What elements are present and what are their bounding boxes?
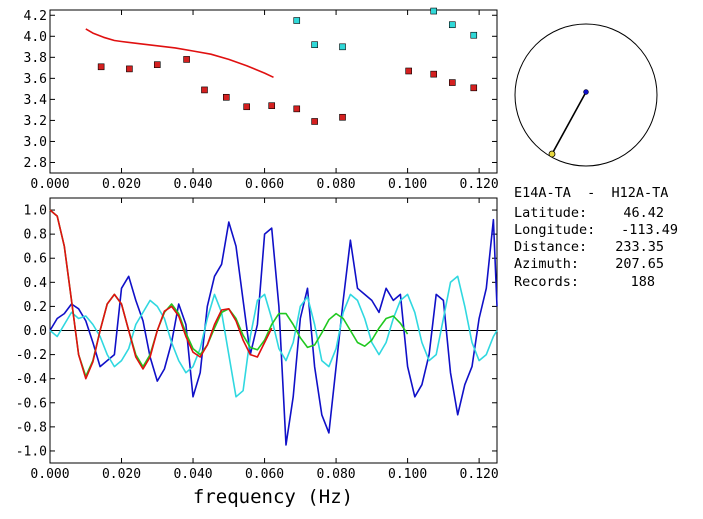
bottom-y-tick-label: -0.8	[16, 420, 47, 435]
longitude-label: Longitude:	[514, 222, 595, 238]
top-panel: 0.000 0.020 0.040 0.060 0.080 0.100 0.120 2.8 3.…	[24, 7, 499, 192]
bottom-y-tick-label: 1.0	[24, 204, 47, 219]
top-y-tick-label: 4.0	[24, 30, 47, 45]
station-b-marker	[583, 89, 589, 95]
top-point-series-1	[293, 105, 301, 113]
top-point-series-2	[293, 17, 301, 24]
bottom-line-series-1	[49, 275, 498, 398]
top-point-series-1	[405, 67, 412, 75]
longitude-value: -113.49	[621, 222, 678, 238]
top-series-group	[85, 7, 478, 125]
top-point-series-2	[339, 43, 346, 51]
top-y-tick-label: 3.0	[24, 135, 47, 150]
top-point-series-1	[153, 61, 161, 68]
records-value: 188	[631, 274, 655, 290]
great-circle-path	[551, 91, 587, 155]
top-point-series-1	[183, 56, 190, 63]
bottom-y-tick-label: 0.0	[24, 324, 47, 339]
top-y-tick-label: 2.8	[24, 156, 47, 171]
bottom-y-tick-label: -0.2	[16, 348, 47, 363]
top-x-tick-label: 0.100	[388, 177, 427, 192]
top-y-tick-label: 4.2	[24, 9, 47, 24]
bottom-y-tick-label: 0.4	[24, 276, 48, 291]
top-point-series-2	[470, 31, 478, 39]
top-point-series-1	[430, 70, 438, 78]
top-point-series-1	[243, 103, 250, 111]
top-y-tick-label: 3.6	[24, 72, 47, 87]
top-plot-frame	[49, 9, 498, 174]
bottom-x-tick-label: 0.120	[460, 467, 499, 482]
top-point-series-2	[430, 7, 438, 15]
bottom-y-tick-label: -0.4	[16, 372, 47, 387]
bottom-x-tick-label: 0.000	[30, 467, 69, 482]
bottom-panel: 0.000 0.020 0.040 0.060 0.080 0.100 0.120 -1.0 -…	[16, 197, 499, 508]
top-y-tick-label: 3.4	[24, 93, 48, 108]
top-point-series-1	[97, 63, 105, 71]
top-point-series-1	[448, 79, 456, 86]
bottom-x-tick-label: 0.020	[102, 467, 141, 482]
top-x-tick-label: 0.080	[317, 177, 356, 192]
bottom-x-tick-label: 0.040	[173, 467, 212, 482]
bottom-y-tick-label: 0.8	[24, 228, 47, 243]
bottom-y-tick-label: 0.6	[24, 252, 47, 267]
top-point-series-1	[268, 102, 276, 109]
latitude-label: Latitude:	[514, 205, 587, 221]
distance-value: 233.35	[615, 239, 664, 255]
bottom-y-tick-label: 0.2	[24, 300, 47, 315]
map-circle	[514, 23, 658, 167]
top-x-tick-label: 0.020	[102, 177, 141, 192]
azimuth-value: 207.65	[615, 256, 664, 272]
latitude-value: 46.42	[623, 205, 664, 221]
distance-label: Distance:	[514, 239, 587, 255]
top-x-tick-label: 0.000	[30, 177, 69, 192]
top-axis-ticks: 0.000 0.020 0.040 0.060 0.080 0.100 0.120 2.8 3.…	[24, 9, 499, 192]
bottom-series-group	[49, 209, 498, 446]
top-point-series-1	[311, 118, 318, 125]
top-line-series-0	[85, 28, 274, 79]
records-label: Records:	[514, 274, 579, 290]
top-point-series-2	[448, 21, 456, 29]
bottom-axis-ticks: 0.000 0.020 0.040 0.060 0.080 0.100 0.120 -1.0 -…	[16, 198, 499, 482]
top-point-series-1	[339, 113, 346, 121]
top-x-tick-label: 0.060	[245, 177, 284, 192]
station-a-marker	[548, 150, 556, 158]
info-panel: E14A-TA - H12A-TA Latitude: 46.42 Longit…	[514, 185, 678, 290]
bottom-y-tick-label: -0.6	[16, 396, 47, 411]
station-pair: E14A-TA - H12A-TA	[514, 185, 668, 201]
bottom-x-tick-label: 0.060	[245, 467, 284, 482]
azimuth-label: Azimuth:	[514, 256, 579, 272]
top-x-tick-label: 0.040	[173, 177, 212, 192]
top-point-series-2	[311, 41, 318, 49]
bottom-x-tick-label: 0.100	[388, 467, 427, 482]
x-axis-title: frequency (Hz)	[193, 486, 353, 508]
top-y-tick-label: 3.8	[24, 51, 47, 66]
top-point-series-1	[222, 93, 230, 101]
bottom-line-series-3	[49, 209, 273, 380]
top-point-series-1	[470, 84, 478, 92]
bottom-x-tick-label: 0.080	[317, 467, 356, 482]
top-x-tick-label: 0.120	[460, 177, 499, 192]
top-point-series-1	[126, 65, 133, 73]
bottom-line-series-0	[49, 218, 498, 446]
station-map	[514, 23, 658, 167]
top-y-tick-label: 3.2	[24, 114, 47, 129]
bottom-y-tick-label: -1.0	[16, 444, 47, 459]
top-point-series-1	[201, 86, 208, 94]
